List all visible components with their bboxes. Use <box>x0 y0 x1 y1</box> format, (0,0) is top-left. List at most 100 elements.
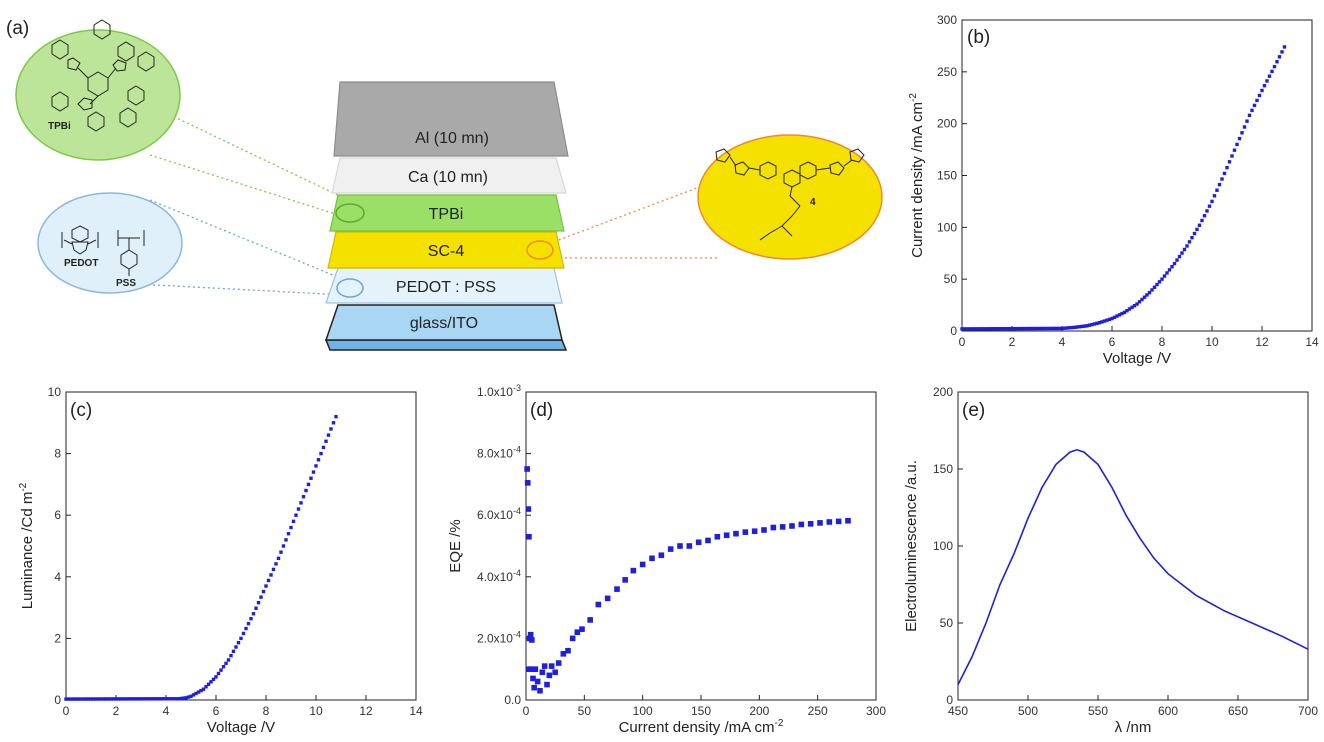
data-point <box>526 533 532 540</box>
y-tick-label: 150 <box>933 462 953 476</box>
data-point <box>291 519 296 524</box>
y-tick-label: 150 <box>937 169 957 183</box>
pedot-pss-structure-icon <box>61 225 145 276</box>
y-axis-label: EQE /% <box>447 519 464 572</box>
data-point <box>334 414 338 419</box>
data-point <box>532 666 539 672</box>
data-point <box>256 600 261 605</box>
data-point <box>995 327 999 331</box>
data-point <box>1182 247 1187 252</box>
data-point <box>1170 265 1174 269</box>
layer-label-tpbi: TPBi <box>429 206 464 223</box>
data-point <box>1000 327 1004 331</box>
data-point <box>1237 136 1242 141</box>
data-point <box>1255 98 1259 103</box>
data-point <box>231 649 236 654</box>
data-point <box>985 327 989 331</box>
data-point <box>246 621 251 626</box>
data-point <box>84 697 88 701</box>
data-point <box>199 688 203 693</box>
data-point <box>71 697 76 701</box>
data-point <box>1152 285 1157 289</box>
data-point <box>161 697 166 701</box>
data-point <box>1217 182 1222 187</box>
data-point <box>967 327 972 331</box>
plot-frame <box>961 19 1313 332</box>
data-point <box>1102 319 1107 323</box>
data-point <box>304 488 308 493</box>
data-point <box>789 523 795 529</box>
data-point <box>527 666 534 672</box>
y-tick-label: 6.0x10-4 <box>477 506 521 522</box>
data-point <box>1222 171 1227 176</box>
connector-lines <box>117 109 720 296</box>
layer-al: Al (10 mn) <box>333 81 569 157</box>
data-point <box>1022 326 1027 331</box>
data-point <box>1262 84 1267 88</box>
data-point <box>226 658 231 662</box>
y-tick-label: 100 <box>937 220 957 234</box>
data-point <box>1150 288 1154 292</box>
data-point <box>1177 254 1182 259</box>
data-point <box>1197 223 1202 227</box>
y-tick-label: 2.0x10-4 <box>477 629 521 645</box>
data-point <box>206 682 211 686</box>
data-series <box>524 466 851 694</box>
data-point <box>236 641 241 645</box>
data-point <box>546 672 553 679</box>
data-point <box>79 697 83 701</box>
data-point <box>527 631 534 638</box>
data-point <box>1012 326 1017 331</box>
data-point <box>1085 324 1089 328</box>
data-point <box>560 651 567 657</box>
data-point <box>525 506 532 512</box>
data-point <box>1040 326 1044 331</box>
data-point <box>239 636 243 641</box>
data-point <box>1252 103 1257 108</box>
data-point <box>677 543 683 549</box>
data-point <box>1155 282 1159 287</box>
data-point <box>306 482 311 487</box>
data-point <box>1025 326 1029 331</box>
data-point <box>530 675 536 682</box>
data-point <box>1107 317 1112 322</box>
data-point <box>552 669 558 676</box>
sc4-structure-icon <box>715 148 865 241</box>
data-point <box>1037 326 1042 331</box>
data-point <box>154 697 158 701</box>
data-point <box>104 697 108 701</box>
data-point <box>1220 177 1224 181</box>
data-point <box>1127 307 1132 311</box>
x-axis-label: λ /nm <box>1115 719 1152 736</box>
data-point <box>156 697 161 701</box>
data-point <box>1097 321 1102 325</box>
y-tick-label: 0.0 <box>504 693 521 707</box>
data-point <box>211 677 216 682</box>
data-point <box>962 327 967 331</box>
data-point <box>119 697 123 701</box>
data-point <box>89 697 93 701</box>
data-point <box>1105 318 1109 322</box>
data-point <box>74 697 78 701</box>
y-tick-label: 1.0x10-3 <box>477 383 521 399</box>
data-point <box>324 439 328 443</box>
data-point <box>244 626 248 631</box>
data-point <box>124 697 128 701</box>
x-tick-label: 6 <box>213 704 220 718</box>
data-point <box>1080 324 1084 329</box>
data-point <box>1205 209 1209 213</box>
data-point <box>1010 326 1014 331</box>
data-point <box>1162 274 1167 278</box>
data-point <box>1110 316 1114 321</box>
data-point <box>1275 60 1279 64</box>
x-axis-label: Current density /mA cm-2 <box>619 718 784 736</box>
data-point <box>1035 326 1039 331</box>
data-point <box>331 421 336 425</box>
data-point <box>529 637 535 643</box>
data-point <box>1117 313 1122 317</box>
data-point <box>630 567 637 574</box>
x-tick-label: 150 <box>691 704 711 718</box>
data-point <box>1130 305 1134 310</box>
data-point <box>975 327 979 331</box>
data-point <box>587 617 593 623</box>
